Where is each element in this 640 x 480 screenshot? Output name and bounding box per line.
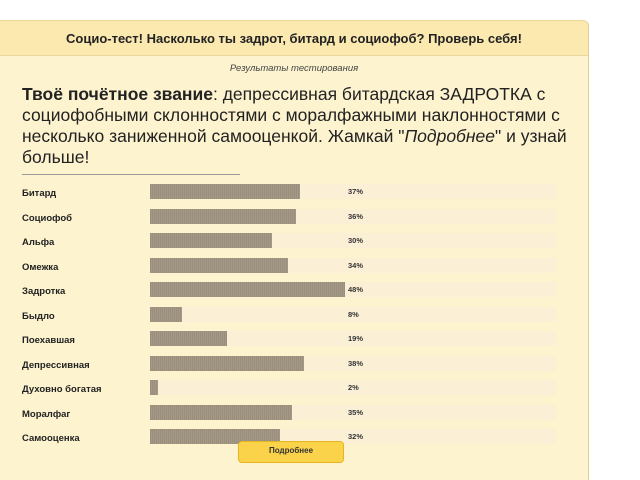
result-percent: 19% — [348, 334, 364, 343]
result-label: Самооценка — [22, 433, 80, 444]
result-bar-track: 35% — [150, 404, 556, 420]
result-label: Битард — [22, 188, 57, 199]
result-bar-track: 38% — [150, 355, 556, 371]
result-percent: 38% — [348, 358, 364, 368]
result-percent: 34% — [348, 260, 364, 270]
result-percent: 48% — [348, 285, 364, 294]
result-percent: 8% — [348, 309, 359, 319]
result-percent: 37% — [348, 187, 364, 196]
result-label: Социофоб — [22, 212, 73, 224]
more-button[interactable]: Подробнее — [238, 441, 344, 463]
rank-text-after: " и узнай больше! — [22, 126, 567, 167]
result-bar-fill — [150, 429, 280, 444]
result-label: Альфа — [22, 237, 55, 248]
result-bar-fill — [150, 331, 227, 346]
result-bar-fill — [150, 184, 300, 199]
rank-emphasis: Подробнее — [404, 126, 496, 146]
result-percent: 32% — [348, 432, 364, 441]
results-subtitle: Результаты тестирования — [229, 63, 359, 74]
result-row: Моралфаг 35% — [0, 404, 588, 430]
result-row: Задротка 48% — [0, 282, 588, 307]
result-label: Депрессивная — [22, 359, 90, 371]
result-bar-fill — [150, 282, 345, 297]
result-label: Омежка — [22, 261, 59, 273]
result-row: Быдло 8% — [0, 306, 588, 332]
result-bar-fill — [150, 257, 288, 273]
result-label: Задротка — [22, 286, 66, 297]
result-row: Поехавшая 19% — [0, 331, 588, 356]
test-results-panel: Социо-тест! Насколько ты задрот, битард … — [0, 20, 589, 480]
result-label: Духовно богатая — [22, 384, 102, 395]
result-row: Битард 37% — [0, 184, 588, 209]
result-bar-track: 2% — [150, 380, 556, 395]
result-bar-track: 37% — [150, 184, 556, 199]
result-bar-track: 34% — [150, 257, 556, 273]
result-bar-track: 36% — [150, 208, 556, 224]
result-bar-track: 8% — [150, 306, 556, 322]
result-bar-fill — [150, 355, 304, 371]
result-bar-track: 30% — [150, 233, 556, 248]
panel-header: Социо-тест! Насколько ты задрот, битард … — [0, 21, 588, 56]
result-row: Альфа 30% — [0, 233, 588, 258]
result-row: Омежка 34% — [0, 257, 588, 283]
result-label: Быдло — [22, 310, 55, 322]
result-row: Самооценка 32% — [0, 429, 588, 454]
result-percent: 30% — [348, 236, 364, 245]
result-row: Духовно богатая 2% — [0, 380, 588, 405]
result-bar-track: 32% — [150, 429, 556, 444]
result-bar-fill — [150, 208, 296, 224]
rank-text-before: : депрессивная битардская ЗАДРОТКА с соц… — [22, 84, 560, 146]
result-label: Поехавшая — [22, 335, 75, 346]
result-row: Депрессивная 38% — [0, 355, 588, 381]
result-percent: 36% — [348, 211, 364, 221]
results-list: Битард 37% Социофоб 36% Альфа 30% Омежка 34% Зад… — [0, 184, 588, 454]
result-bar-fill — [150, 380, 158, 395]
rank-description: Твоё почётное звание: депрессивная битар… — [22, 84, 570, 168]
result-bar-track: 19% — [150, 331, 556, 346]
divider — [22, 174, 240, 175]
result-bar-track: 48% — [150, 282, 556, 297]
result-label: Моралфаг — [22, 408, 71, 420]
rank-label: Твоё почётное звание — [22, 84, 213, 104]
result-bar-fill — [150, 404, 292, 420]
result-row: Социофоб 36% — [0, 208, 588, 234]
result-percent: 35% — [348, 407, 364, 417]
page-title: Социо-тест! Насколько ты задрот, битард … — [66, 30, 522, 46]
result-bar-fill — [150, 306, 182, 322]
result-bar-fill — [150, 233, 272, 248]
result-percent: 2% — [348, 383, 359, 392]
